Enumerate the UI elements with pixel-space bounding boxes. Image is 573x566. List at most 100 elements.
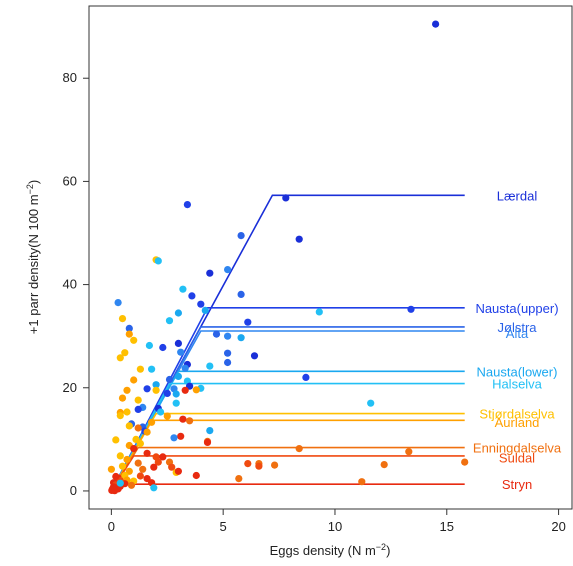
river-label-7: Aurland	[495, 415, 540, 430]
data-point-52	[123, 386, 131, 394]
data-point-74	[125, 422, 133, 430]
river-label-1: Nausta(upper)	[475, 301, 558, 316]
data-point-27	[145, 341, 153, 350]
y-tick-label-2: 40	[63, 277, 77, 292]
data-point-59	[172, 399, 180, 407]
river-line-5	[110, 382, 465, 492]
data-point-66	[157, 408, 165, 416]
data-point-32	[224, 349, 232, 357]
data-point-26	[130, 336, 138, 344]
river-line-1	[110, 306, 465, 492]
data-point-109	[125, 467, 133, 475]
data-point-71	[148, 418, 156, 426]
data-point-98	[118, 462, 127, 470]
data-point-46	[152, 381, 160, 389]
data-point-14	[201, 306, 209, 314]
x-tick-label-4: 20	[551, 519, 565, 534]
x-axis-title: Eggs density (N m−2)	[270, 542, 391, 558]
data-point-83	[112, 436, 120, 444]
data-point-19	[125, 324, 133, 332]
data-point-111	[380, 461, 388, 469]
data-point-108	[174, 467, 182, 475]
data-point-80	[177, 432, 185, 440]
river-label-4: Nausta(lower)	[477, 364, 558, 379]
data-point-77	[206, 427, 214, 435]
data-point-136	[116, 479, 124, 487]
data-point-64	[123, 408, 131, 416]
data-point-134	[111, 487, 119, 495]
river-label-9: Suldal	[499, 450, 535, 465]
data-point-90	[143, 449, 151, 457]
data-point-56	[172, 390, 180, 398]
river-line-3	[110, 330, 465, 492]
river-line-10	[110, 483, 465, 492]
data-point-103	[271, 461, 279, 469]
data-point-99	[150, 463, 158, 471]
data-point-53	[192, 386, 200, 394]
data-point-24	[224, 332, 232, 340]
data-point-60	[367, 399, 375, 407]
river-label-10: Stryn	[502, 477, 532, 492]
river-model-lines	[110, 194, 465, 492]
data-point-37	[181, 364, 189, 372]
data-point-0	[432, 20, 440, 28]
y-tick-label-1: 20	[63, 380, 77, 395]
data-point-91	[116, 452, 124, 460]
y-tick-label-4: 80	[63, 70, 77, 85]
data-point-42	[302, 373, 310, 381]
data-point-96	[154, 458, 162, 466]
data-point-55	[163, 389, 171, 397]
data-point-68	[163, 412, 171, 420]
data-point-137	[112, 472, 120, 481]
data-point-54	[181, 386, 189, 394]
data-point-89	[405, 448, 413, 456]
plot-frame	[88, 5, 573, 510]
data-point-39	[148, 365, 156, 373]
data-point-104	[255, 462, 263, 470]
data-point-28	[159, 343, 167, 352]
data-point-48	[143, 385, 151, 393]
data-point-100	[168, 463, 176, 471]
data-point-135	[150, 484, 158, 492]
data-point-7	[224, 266, 232, 274]
data-point-30	[177, 348, 185, 356]
data-point-72	[186, 417, 194, 425]
data-point-115	[136, 472, 144, 480]
data-point-9	[179, 285, 187, 293]
x-tick-label-3: 15	[440, 519, 454, 534]
data-point-69	[179, 415, 187, 423]
x-tick-label-1: 5	[220, 519, 227, 534]
data-point-121	[358, 478, 366, 486]
data-point-13	[197, 300, 205, 308]
data-point-81	[170, 434, 178, 442]
data-point-21	[244, 318, 252, 326]
river-label-8: Enningdalselva	[473, 441, 562, 456]
data-point-94	[123, 455, 131, 464]
data-point-110	[461, 458, 469, 466]
y-tick-label-0: 0	[70, 483, 77, 498]
data-point-113	[192, 471, 200, 480]
data-point-67	[116, 412, 124, 420]
data-point-22	[125, 330, 133, 338]
data-points	[107, 20, 469, 495]
river-line-0	[110, 194, 465, 492]
data-point-2	[183, 201, 191, 209]
data-point-4	[295, 235, 303, 243]
data-point-18	[118, 315, 127, 323]
data-point-65	[134, 405, 142, 413]
data-point-51	[152, 386, 160, 394]
data-point-45	[130, 376, 138, 384]
river-label-3: Alta	[506, 326, 529, 341]
river-label-6: Stjørdalselva	[479, 407, 555, 422]
data-point-43	[165, 375, 174, 384]
data-point-88	[295, 445, 303, 453]
data-point-87	[130, 445, 138, 453]
data-point-58	[134, 396, 142, 404]
river-label-0: Lærdal	[497, 188, 538, 203]
data-point-41	[174, 372, 182, 380]
y-tick-label-3: 60	[63, 173, 77, 188]
river-line-9	[110, 455, 465, 492]
x-tick-label-0: 0	[108, 519, 115, 534]
